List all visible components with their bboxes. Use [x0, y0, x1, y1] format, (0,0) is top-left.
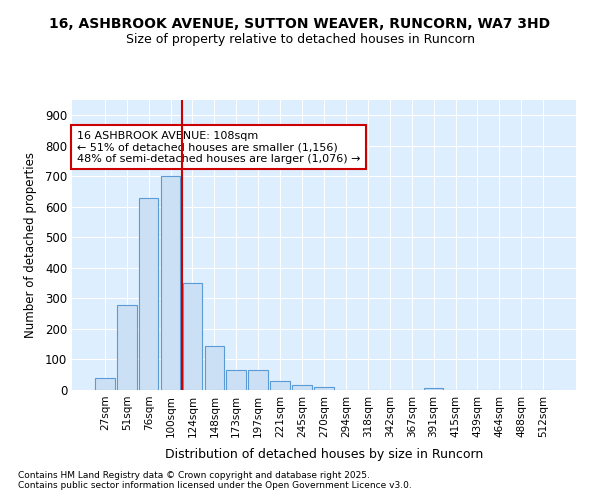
Bar — [314, 387, 334, 390]
Bar — [248, 370, 268, 390]
X-axis label: Distribution of detached houses by size in Runcorn: Distribution of detached houses by size … — [165, 448, 483, 461]
Text: Size of property relative to detached houses in Runcorn: Size of property relative to detached ho… — [125, 32, 475, 46]
Bar — [161, 176, 181, 390]
Y-axis label: Number of detached properties: Number of detached properties — [23, 152, 37, 338]
Bar — [292, 386, 312, 390]
Text: 16, ASHBROOK AVENUE, SUTTON WEAVER, RUNCORN, WA7 3HD: 16, ASHBROOK AVENUE, SUTTON WEAVER, RUNC… — [49, 18, 551, 32]
Text: 16 ASHBROOK AVENUE: 108sqm
← 51% of detached houses are smaller (1,156)
48% of s: 16 ASHBROOK AVENUE: 108sqm ← 51% of deta… — [77, 130, 361, 164]
Text: Contains HM Land Registry data © Crown copyright and database right 2025.: Contains HM Land Registry data © Crown c… — [18, 471, 370, 480]
Bar — [95, 378, 115, 390]
Bar — [424, 388, 443, 390]
Bar — [182, 283, 202, 390]
Bar — [226, 370, 246, 390]
Text: Contains public sector information licensed under the Open Government Licence v3: Contains public sector information licen… — [18, 481, 412, 490]
Bar — [270, 382, 290, 390]
Bar — [139, 198, 158, 390]
Bar — [205, 346, 224, 390]
Bar — [117, 304, 137, 390]
